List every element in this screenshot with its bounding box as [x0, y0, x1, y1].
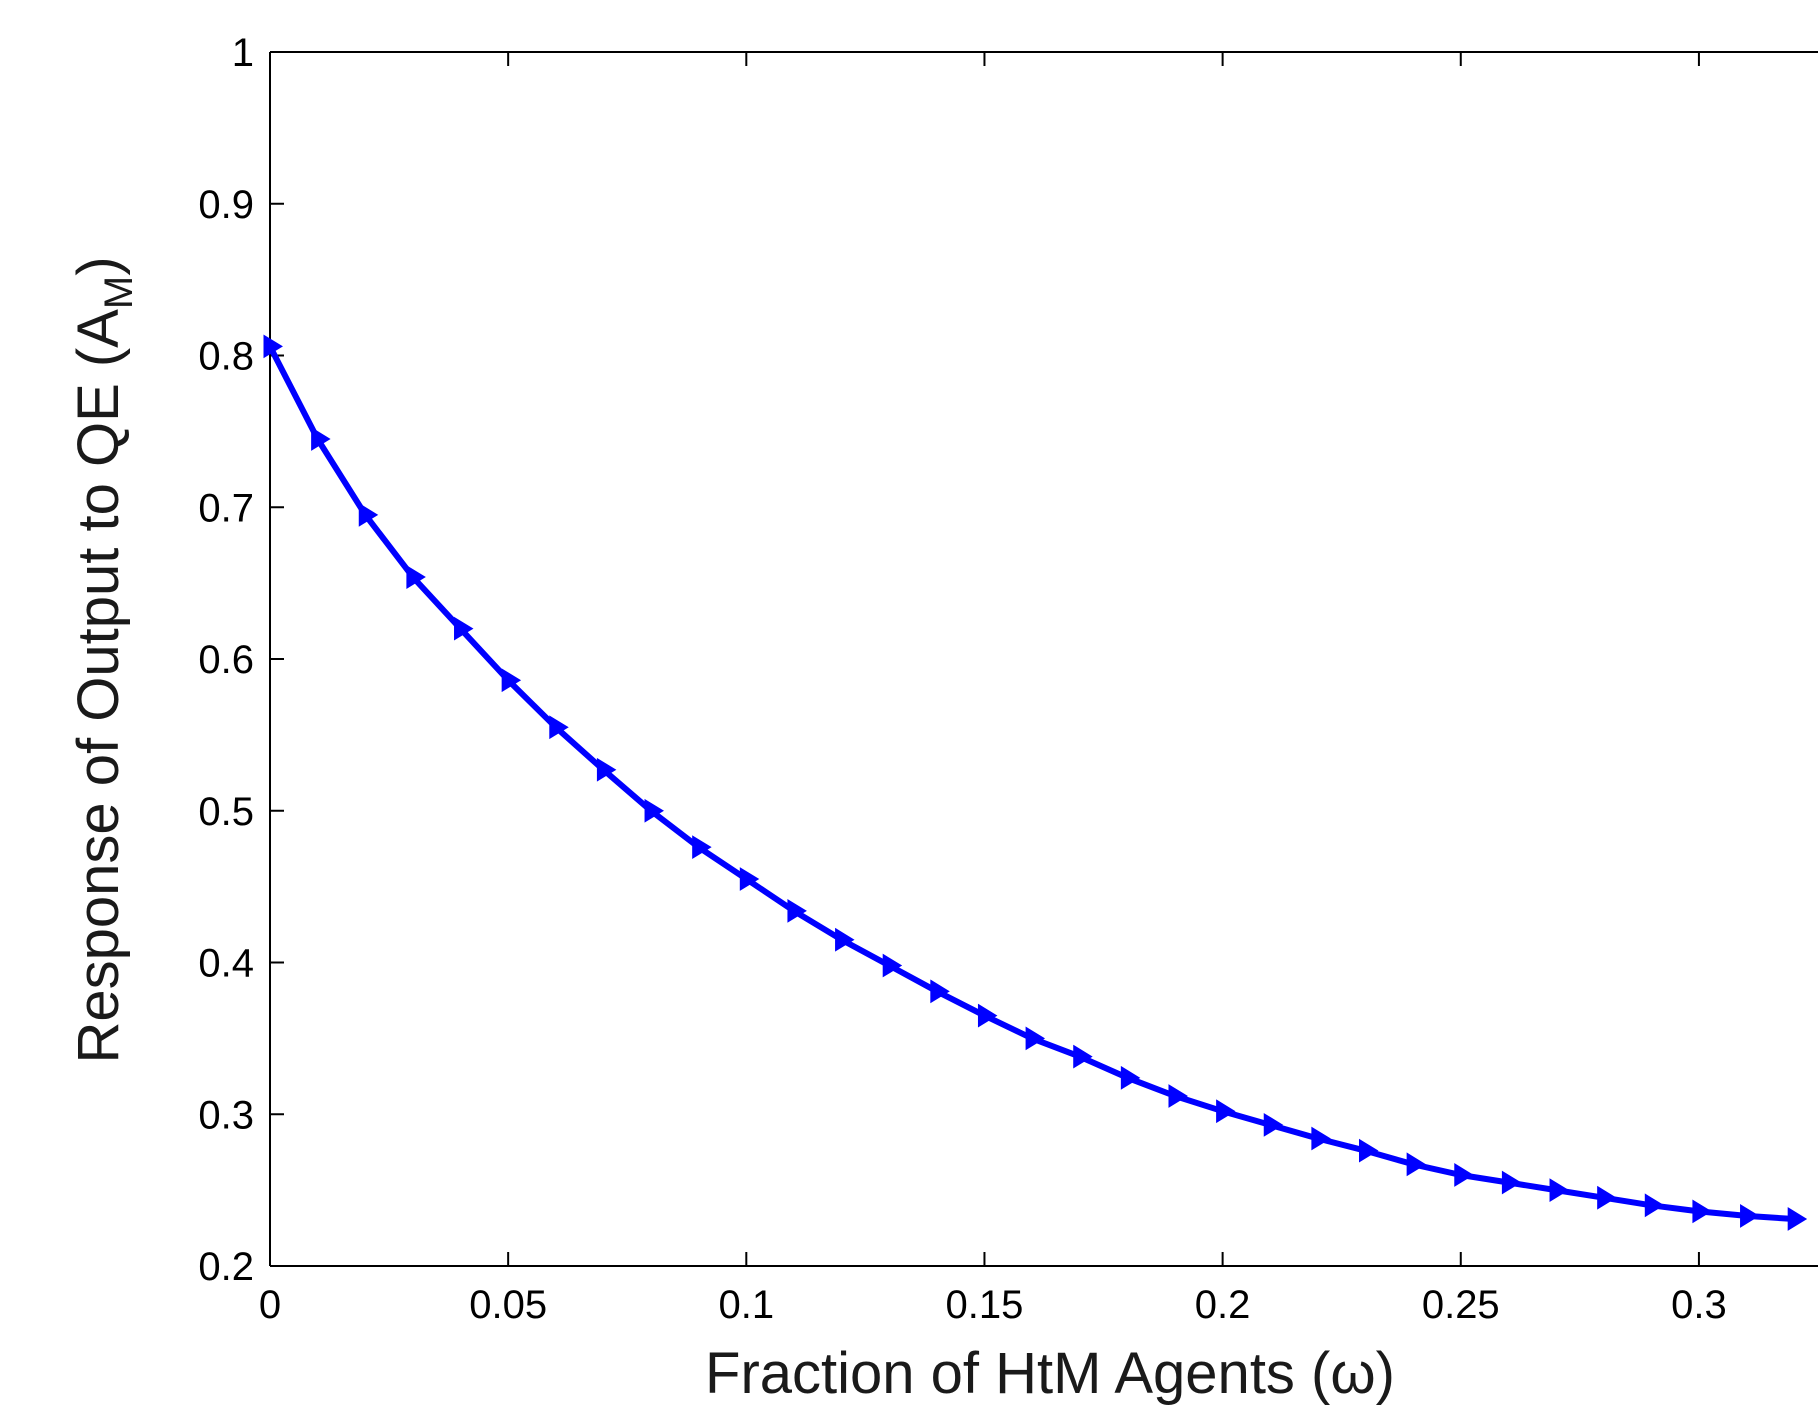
- x-axis-title: Fraction of HtM Agents (ω): [705, 1341, 1395, 1405]
- series-marker: [1359, 1138, 1379, 1163]
- series-marker: [501, 668, 522, 693]
- series-marker: [1025, 1026, 1046, 1051]
- series-marker: [739, 867, 760, 891]
- y-tick-label: 0.3: [198, 1093, 254, 1137]
- series-marker: [1168, 1084, 1188, 1108]
- y-tick-label: 1: [232, 31, 254, 75]
- series-marker: [1073, 1044, 1093, 1069]
- series-marker: [1454, 1163, 1474, 1187]
- series-marker: [882, 953, 903, 978]
- x-tick-label: 0.1: [719, 1283, 775, 1327]
- y-tick-labels: 0.2 0.3 0.4 0.5 0.6 0.7 0.8 0.9 1: [198, 31, 254, 1289]
- y-tick-label: 0.9: [198, 183, 254, 227]
- series-marker: [1549, 1178, 1569, 1203]
- series-marker: [406, 565, 426, 589]
- y-tick-label: 0.5: [198, 790, 254, 834]
- x-tick-label: 0.05: [469, 1283, 547, 1327]
- series-marker: [596, 757, 617, 782]
- series-marker: [1406, 1152, 1427, 1177]
- axis-ticks: [269, 51, 1700, 1267]
- series-layer: [263, 334, 1808, 1231]
- y-tick-label: 0.4: [198, 942, 254, 986]
- series-marker: [1597, 1185, 1617, 1210]
- y-tick-label: 0.2: [198, 1245, 254, 1289]
- series-marker: [358, 502, 379, 527]
- series-marker: [1311, 1126, 1331, 1151]
- series-marker: [311, 427, 331, 451]
- y-axis-title-close: ): [66, 256, 131, 275]
- series-marker: [1644, 1193, 1665, 1218]
- x-tick-labels: 0 0.05 0.1 0.15 0.2 0.25 0.3: [259, 1283, 1727, 1327]
- series-marker: [1216, 1099, 1236, 1124]
- y-axis-title-subscript: M: [97, 276, 141, 309]
- x-tick-label: 0.15: [946, 1283, 1024, 1327]
- series-marker: [644, 798, 665, 823]
- x-tick-label: 0.3: [1671, 1283, 1727, 1327]
- x-tick-label: 0.25: [1422, 1283, 1500, 1327]
- series-marker: [263, 334, 283, 359]
- series-marker: [1263, 1112, 1284, 1137]
- series-marker: [835, 927, 855, 952]
- series-marker: [1740, 1204, 1760, 1228]
- series-marker: [1501, 1170, 1522, 1195]
- y-tick-label: 0.7: [198, 486, 254, 530]
- y-axis-title: Response of Output to QE (AM): [66, 256, 141, 1063]
- series-marker: [454, 616, 474, 641]
- series-marker: [930, 979, 950, 1004]
- x-tick-label: 0: [259, 1283, 281, 1327]
- y-tick-label: 0.6: [198, 638, 254, 682]
- y-axis-title-main: Response of Output to QE (A: [66, 309, 131, 1064]
- series-marker: [1787, 1207, 1808, 1231]
- series-marker: [977, 1003, 998, 1028]
- series-marker: [1120, 1065, 1141, 1090]
- x-tick-label: 0.2: [1195, 1283, 1251, 1327]
- y-tick-label: 0.8: [198, 335, 254, 379]
- series-marker: [787, 899, 807, 923]
- series-marker: [549, 715, 569, 740]
- series-marker: [1692, 1199, 1712, 1224]
- series-marker: [692, 835, 712, 860]
